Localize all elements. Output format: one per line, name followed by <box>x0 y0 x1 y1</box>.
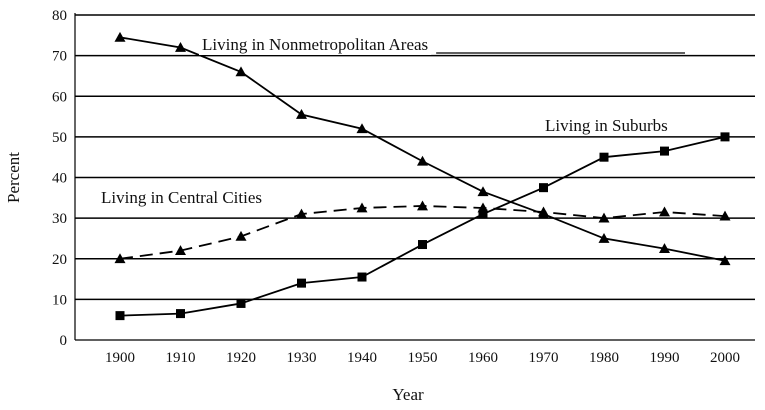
data-point-living-in-nonmetropolitan-areas <box>114 31 126 42</box>
x-tick-label: 1990 <box>650 350 680 366</box>
data-point-living-in-suburbs <box>599 152 609 162</box>
data-point-living-in-suburbs <box>539 183 548 193</box>
series-label-background <box>199 34 432 55</box>
y-tick-label: 40 <box>52 171 67 187</box>
data-point-living-in-nonmetropolitan-areas <box>296 109 307 119</box>
y-tick-label: 50 <box>52 130 67 146</box>
data-point-living-in-central-cities <box>538 206 549 217</box>
series-label-background <box>98 187 266 208</box>
x-tick-label: 1920 <box>226 350 256 366</box>
x-tick-label: 1980 <box>589 350 619 366</box>
data-point-living-in-central-cities <box>598 212 610 223</box>
data-point-living-in-central-cities <box>235 230 247 241</box>
series-labels: Living in Nonmetropolitan Areas Living in… <box>98 34 685 208</box>
data-point-living-in-nonmetropolitan-areas <box>659 243 670 253</box>
data-point-living-in-nonmetropolitan-areas <box>175 42 186 52</box>
data-point-living-in-suburbs <box>236 298 246 308</box>
x-tick-label: 1930 <box>287 350 317 366</box>
y-axis-title: Percent <box>4 152 23 203</box>
y-tick-label: 10 <box>52 292 67 308</box>
data-point-living-in-central-cities <box>477 202 489 213</box>
data-point-living-in-suburbs <box>115 311 125 321</box>
series-label-living-in-nonmetropolitan-areas: Living in Nonmetropolitan Areas <box>202 35 428 54</box>
data-point-living-in-central-cities <box>114 253 126 264</box>
x-tick-label: 1910 <box>166 350 196 366</box>
series-lines <box>114 31 731 321</box>
y-tick-label: 60 <box>52 89 67 105</box>
x-tick-label: 1960 <box>468 350 498 366</box>
y-tick-label: 70 <box>52 49 67 65</box>
data-point-living-in-central-cities <box>659 206 670 217</box>
data-point-living-in-suburbs <box>418 240 427 250</box>
data-point-living-in-central-cities <box>296 208 307 219</box>
y-tick-label: 30 <box>52 211 67 227</box>
grid-lines <box>75 14 755 301</box>
data-point-living-in-nonmetropolitan-areas <box>417 155 428 166</box>
y-tick-label: 20 <box>52 252 67 268</box>
data-point-living-in-nonmetropolitan-areas <box>356 123 368 134</box>
series-label-living-in-central-cities: Living in Central Cities <box>101 188 262 207</box>
x-tick-label: 1950 <box>408 350 438 366</box>
data-point-living-in-suburbs <box>176 309 185 319</box>
data-point-living-in-nonmetropolitan-areas <box>477 186 489 197</box>
series-label-living-in-suburbs: Living in Suburbs <box>545 116 668 135</box>
data-point-living-in-nonmetropolitan-areas <box>719 255 731 266</box>
data-point-living-in-suburbs <box>720 132 730 142</box>
data-point-living-in-suburbs <box>660 146 669 156</box>
data-point-living-in-suburbs <box>478 209 488 219</box>
y-tick-label: 80 <box>52 8 67 24</box>
data-point-living-in-central-cities <box>175 245 186 256</box>
axes: 0 10 20 30 40 50 60 70 80 1900 1910 1920 1930 1940 195… <box>52 8 755 366</box>
y-tick-label: 0 <box>60 333 68 349</box>
data-point-living-in-central-cities <box>356 202 368 213</box>
data-point-living-in-nonmetropolitan-areas <box>235 66 247 77</box>
x-tick-label: 2000 <box>710 350 740 366</box>
data-point-living-in-suburbs <box>297 278 306 288</box>
x-tick-label: 1970 <box>529 350 559 366</box>
x-tick-label: 1900 <box>105 350 135 366</box>
x-tick-label: 1940 <box>347 350 377 366</box>
series-line-living-in-central-cities <box>119 205 726 260</box>
data-point-living-in-suburbs <box>357 272 367 282</box>
series-line-living-in-nonmetropolitan-areas <box>119 36 726 262</box>
x-axis-title: Year <box>392 385 424 404</box>
data-point-living-in-nonmetropolitan-areas <box>598 232 610 243</box>
data-point-living-in-central-cities <box>417 200 428 211</box>
data-point-living-in-central-cities <box>719 210 731 221</box>
series-label-background <box>542 115 671 136</box>
